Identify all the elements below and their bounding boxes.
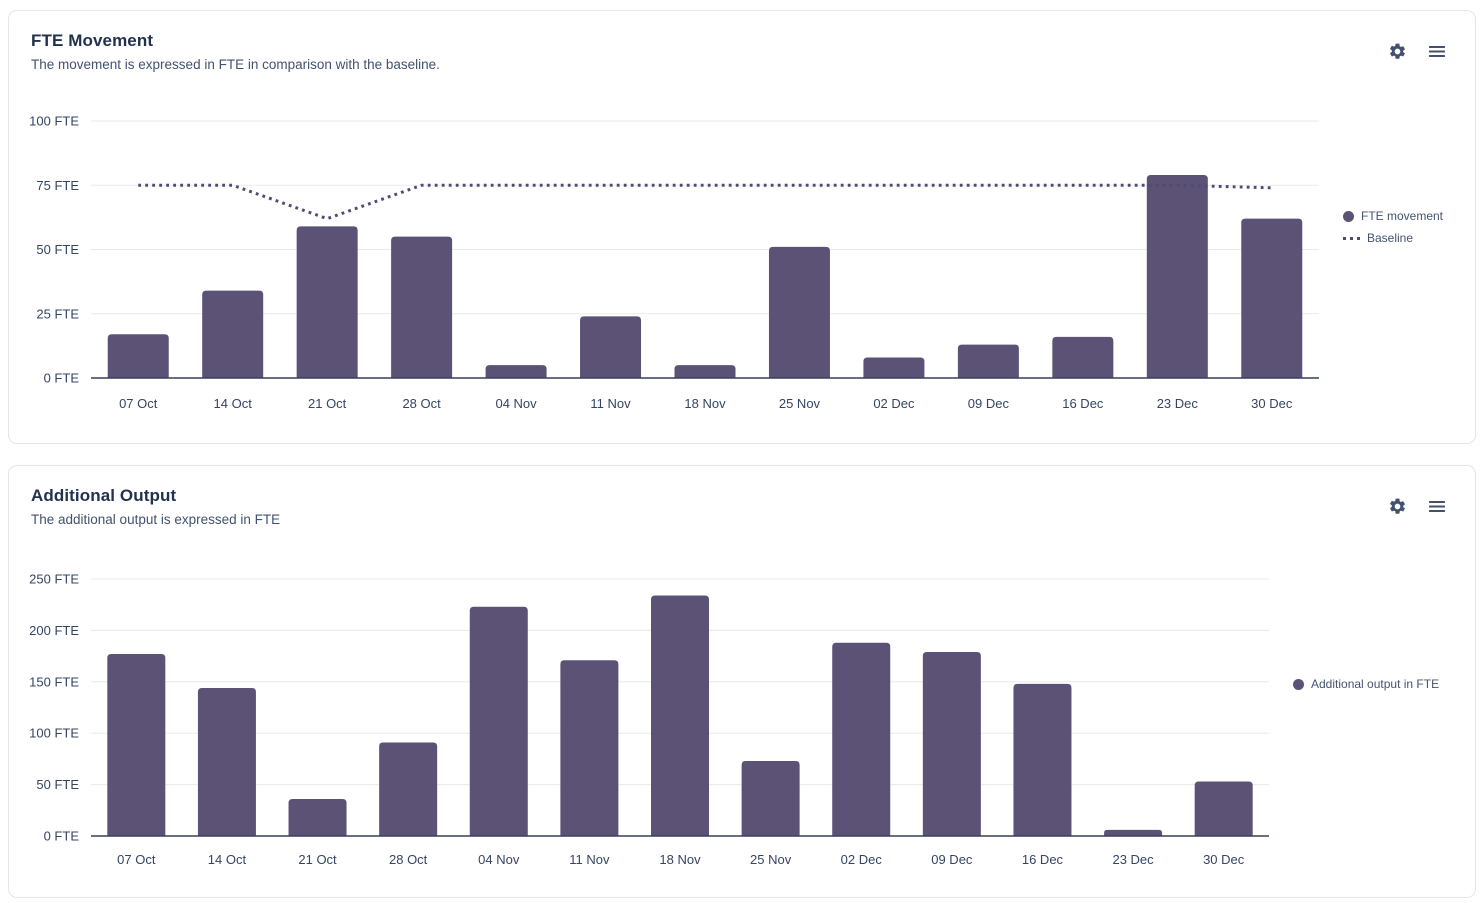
- svg-text:21 Oct: 21 Oct: [298, 852, 337, 867]
- svg-text:04 Nov: 04 Nov: [478, 852, 520, 867]
- legend-label: FTE movement: [1361, 209, 1444, 223]
- card-subtitle: The additional output is expressed in FT…: [31, 512, 281, 527]
- legend-item-additional-output[interactable]: Additional output in FTE: [1293, 677, 1439, 691]
- svg-text:200 FTE: 200 FTE: [29, 623, 79, 638]
- svg-text:02 Dec: 02 Dec: [873, 396, 915, 411]
- chart-legend: FTE movement Baseline: [1343, 209, 1443, 245]
- svg-text:04 Nov: 04 Nov: [495, 396, 537, 411]
- svg-text:25 Nov: 25 Nov: [779, 396, 821, 411]
- card-header: Additional Output The additional output …: [31, 486, 280, 527]
- additional-output-card: Additional Output The additional output …: [8, 465, 1476, 898]
- legend-item-fte-movement[interactable]: FTE movement: [1343, 209, 1443, 223]
- settings-icon[interactable]: [1387, 496, 1407, 516]
- svg-text:14 Oct: 14 Oct: [214, 396, 253, 411]
- svg-text:50 FTE: 50 FTE: [36, 777, 79, 792]
- fte-movement-card: FTE Movement The movement is expressed i…: [8, 10, 1476, 444]
- svg-text:28 Oct: 28 Oct: [402, 396, 441, 411]
- card-actions: [1387, 496, 1447, 516]
- svg-text:18 Nov: 18 Nov: [659, 852, 701, 867]
- svg-text:11 Nov: 11 Nov: [569, 852, 610, 867]
- svg-text:50 FTE: 50 FTE: [36, 242, 79, 257]
- series-dot-icon: [1293, 678, 1304, 690]
- legend-label: Baseline: [1367, 231, 1414, 245]
- card-actions: [1387, 41, 1447, 61]
- svg-text:25 FTE: 25 FTE: [36, 306, 79, 321]
- card-title: Additional Output: [31, 486, 177, 505]
- svg-text:16 Dec: 16 Dec: [1022, 852, 1064, 867]
- svg-text:23 Dec: 23 Dec: [1157, 396, 1199, 411]
- settings-icon[interactable]: [1387, 41, 1407, 61]
- svg-text:09 Dec: 09 Dec: [968, 396, 1010, 411]
- svg-text:100 FTE: 100 FTE: [29, 726, 79, 741]
- svg-text:0 FTE: 0 FTE: [44, 829, 80, 844]
- svg-text:150 FTE: 150 FTE: [29, 674, 79, 689]
- menu-icon[interactable]: [1427, 41, 1447, 61]
- additional-output-chart: 0 FTE 50 FTE 100 FTE 150 FTE 200 FTE 250 FTE 0…: [29, 572, 1269, 867]
- card-title: FTE Movement: [31, 31, 154, 50]
- legend-item-baseline[interactable]: Baseline: [1343, 231, 1443, 245]
- svg-text:30 Dec: 30 Dec: [1203, 852, 1245, 867]
- svg-text:14 Oct: 14 Oct: [208, 852, 247, 867]
- svg-text:30 Dec: 30 Dec: [1251, 396, 1293, 411]
- card-subtitle: The movement is expressed in FTE in comp…: [31, 57, 440, 72]
- svg-text:07 Oct: 07 Oct: [117, 852, 156, 867]
- svg-text:21 Oct: 21 Oct: [308, 396, 347, 411]
- series-dot-icon: [1343, 210, 1354, 222]
- svg-text:0 FTE: 0 FTE: [44, 371, 80, 386]
- svg-text:09 Dec: 09 Dec: [931, 852, 973, 867]
- svg-text:100 FTE: 100 FTE: [29, 114, 79, 129]
- svg-text:02 Dec: 02 Dec: [841, 852, 883, 867]
- svg-text:23 Dec: 23 Dec: [1112, 852, 1154, 867]
- svg-text:18 Nov: 18 Nov: [684, 396, 726, 411]
- svg-text:75 FTE: 75 FTE: [36, 178, 79, 193]
- card-header: FTE Movement The movement is expressed i…: [31, 31, 440, 72]
- fte-movement-chart: 0 FTE 25 FTE 50 FTE 75 FTE 100 FTE 07 Oct 14 O…: [29, 114, 1319, 411]
- svg-text:11 Nov: 11 Nov: [590, 396, 631, 411]
- svg-text:25 Nov: 25 Nov: [750, 852, 792, 867]
- dotted-line-icon: [1343, 236, 1360, 240]
- svg-text:16 Dec: 16 Dec: [1062, 396, 1104, 411]
- chart-legend: Additional output in FTE: [1293, 677, 1439, 691]
- menu-icon[interactable]: [1427, 496, 1447, 516]
- legend-label: Additional output in FTE: [1311, 677, 1440, 691]
- svg-text:28 Oct: 28 Oct: [389, 852, 428, 867]
- svg-text:250 FTE: 250 FTE: [29, 572, 79, 587]
- svg-text:07 Oct: 07 Oct: [119, 396, 158, 411]
